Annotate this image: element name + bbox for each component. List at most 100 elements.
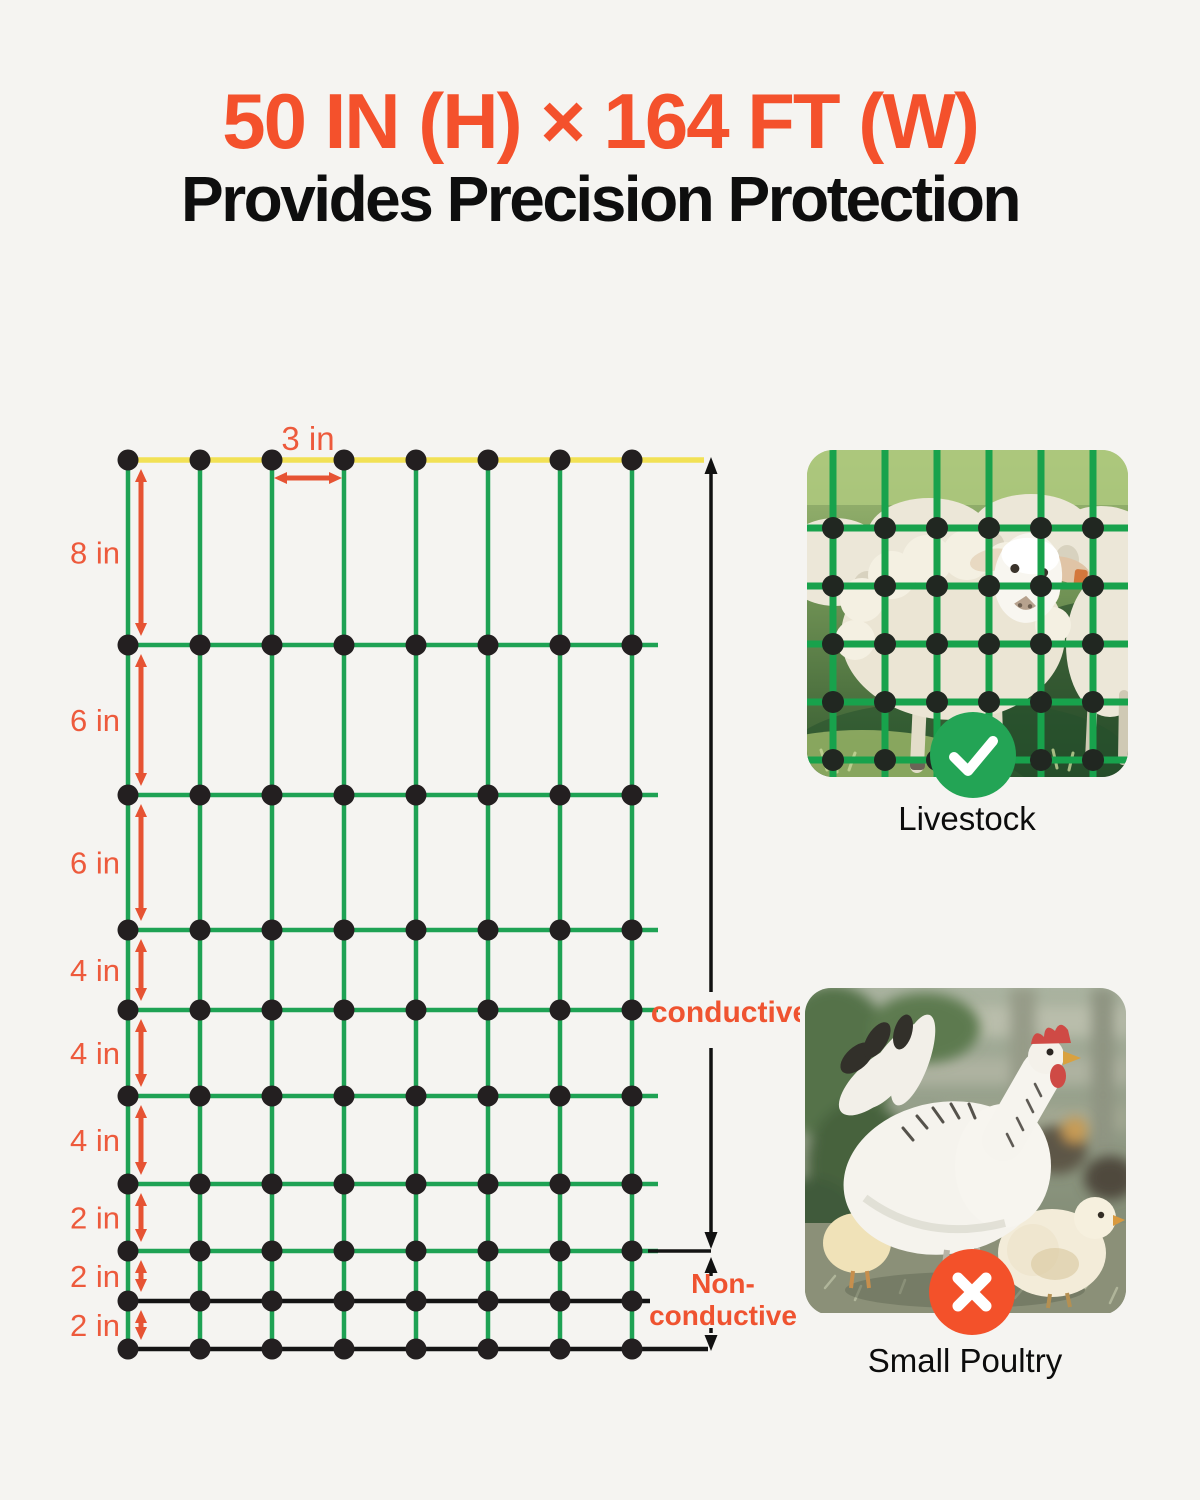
knot [477, 1240, 499, 1262]
arrowhead [704, 1335, 718, 1351]
check-icon [930, 712, 1016, 798]
knot [117, 634, 139, 656]
knot [261, 999, 283, 1021]
arrowhead [135, 773, 147, 786]
knot [549, 1240, 571, 1262]
knot [333, 1173, 355, 1195]
net-knots [117, 449, 643, 1360]
knot [333, 1338, 355, 1360]
row-gap-label: 8 in [70, 536, 120, 571]
non-conductive-label: conductive [649, 1300, 797, 1331]
knot [333, 999, 355, 1021]
arrowhead [135, 1162, 147, 1175]
knot [405, 999, 427, 1021]
knot [117, 1240, 139, 1262]
arrowhead [135, 1019, 147, 1032]
knot [405, 784, 427, 806]
livestock-card: Livestock [807, 450, 1128, 837]
arrowhead [135, 623, 147, 636]
knot [261, 1085, 283, 1107]
arrowhead [135, 1310, 147, 1323]
knot [549, 919, 571, 941]
row-gap-label: 4 in [70, 953, 120, 988]
knot [117, 1290, 139, 1312]
knot [477, 1173, 499, 1195]
arrowhead [135, 988, 147, 1001]
knot [621, 1173, 643, 1195]
knot [549, 999, 571, 1021]
small-poultry-label: Small Poultry [867, 1342, 1063, 1379]
knot [405, 1338, 427, 1360]
knot [261, 919, 283, 941]
knot [621, 449, 643, 471]
arrowhead [329, 472, 342, 484]
non-conductive-span-annotation: Non-conductive [649, 1257, 797, 1351]
knot [189, 1240, 211, 1262]
livestock-photo [807, 450, 1128, 777]
knot [405, 634, 427, 656]
knot [405, 1290, 427, 1312]
hen [838, 1014, 1081, 1291]
arrowhead [135, 1327, 147, 1340]
arrowhead [135, 939, 147, 952]
knot [549, 634, 571, 656]
knot [621, 1240, 643, 1262]
knot [405, 1240, 427, 1262]
knot [477, 1085, 499, 1107]
knot [333, 1240, 355, 1262]
knot [333, 784, 355, 806]
knot [549, 1173, 571, 1195]
arrowhead [135, 1229, 147, 1242]
knot [477, 919, 499, 941]
vertical-wires [125, 460, 635, 1349]
knot [261, 634, 283, 656]
arrowhead [135, 804, 147, 817]
row-gap-label: 2 in [70, 1259, 120, 1294]
knot [189, 634, 211, 656]
sheep-illustration [807, 450, 1128, 777]
knot [621, 1338, 643, 1360]
conductive-label: conductive [651, 996, 800, 1029]
knot [621, 999, 643, 1021]
knot [189, 1085, 211, 1107]
knot [477, 634, 499, 656]
arrowhead [274, 472, 287, 484]
knot [261, 1240, 283, 1262]
horizontal-wires [128, 457, 711, 1352]
knot [261, 1338, 283, 1360]
knot [477, 784, 499, 806]
knot [549, 1338, 571, 1360]
mesh-width-annotation: 3 in [274, 420, 342, 484]
knot [189, 1173, 211, 1195]
knot [477, 999, 499, 1021]
net-knots [822, 517, 1104, 771]
cross-icon [929, 1249, 1015, 1335]
row-gap-label: 6 in [70, 703, 120, 738]
arrowhead [135, 469, 147, 482]
knot [621, 784, 643, 806]
arrowhead [135, 1105, 147, 1118]
knot [117, 1338, 139, 1360]
knot [117, 999, 139, 1021]
knot [261, 1173, 283, 1195]
arrowhead [135, 1279, 147, 1292]
knot [621, 1290, 643, 1312]
knot [549, 784, 571, 806]
knot [549, 1085, 571, 1107]
knot [189, 919, 211, 941]
livestock-label: Livestock [898, 800, 1036, 837]
arrowhead [135, 1074, 147, 1087]
knot [333, 634, 355, 656]
page-title: 50 IN (H) × 164 FT (W) [222, 77, 980, 165]
knot [189, 784, 211, 806]
arrowhead [704, 1232, 718, 1249]
knot [405, 1173, 427, 1195]
knot [333, 449, 355, 471]
row-gap-label: 2 in [70, 1308, 120, 1343]
arrowhead [135, 1260, 147, 1273]
row-gap-label: 4 in [70, 1036, 120, 1071]
knot [477, 1290, 499, 1312]
knot [333, 1085, 355, 1107]
knot [189, 999, 211, 1021]
row-dimension-arrows: 8 in 6 in 6 in 4 in 4 in 4 in 2 in 2 in 2 in [70, 469, 147, 1343]
